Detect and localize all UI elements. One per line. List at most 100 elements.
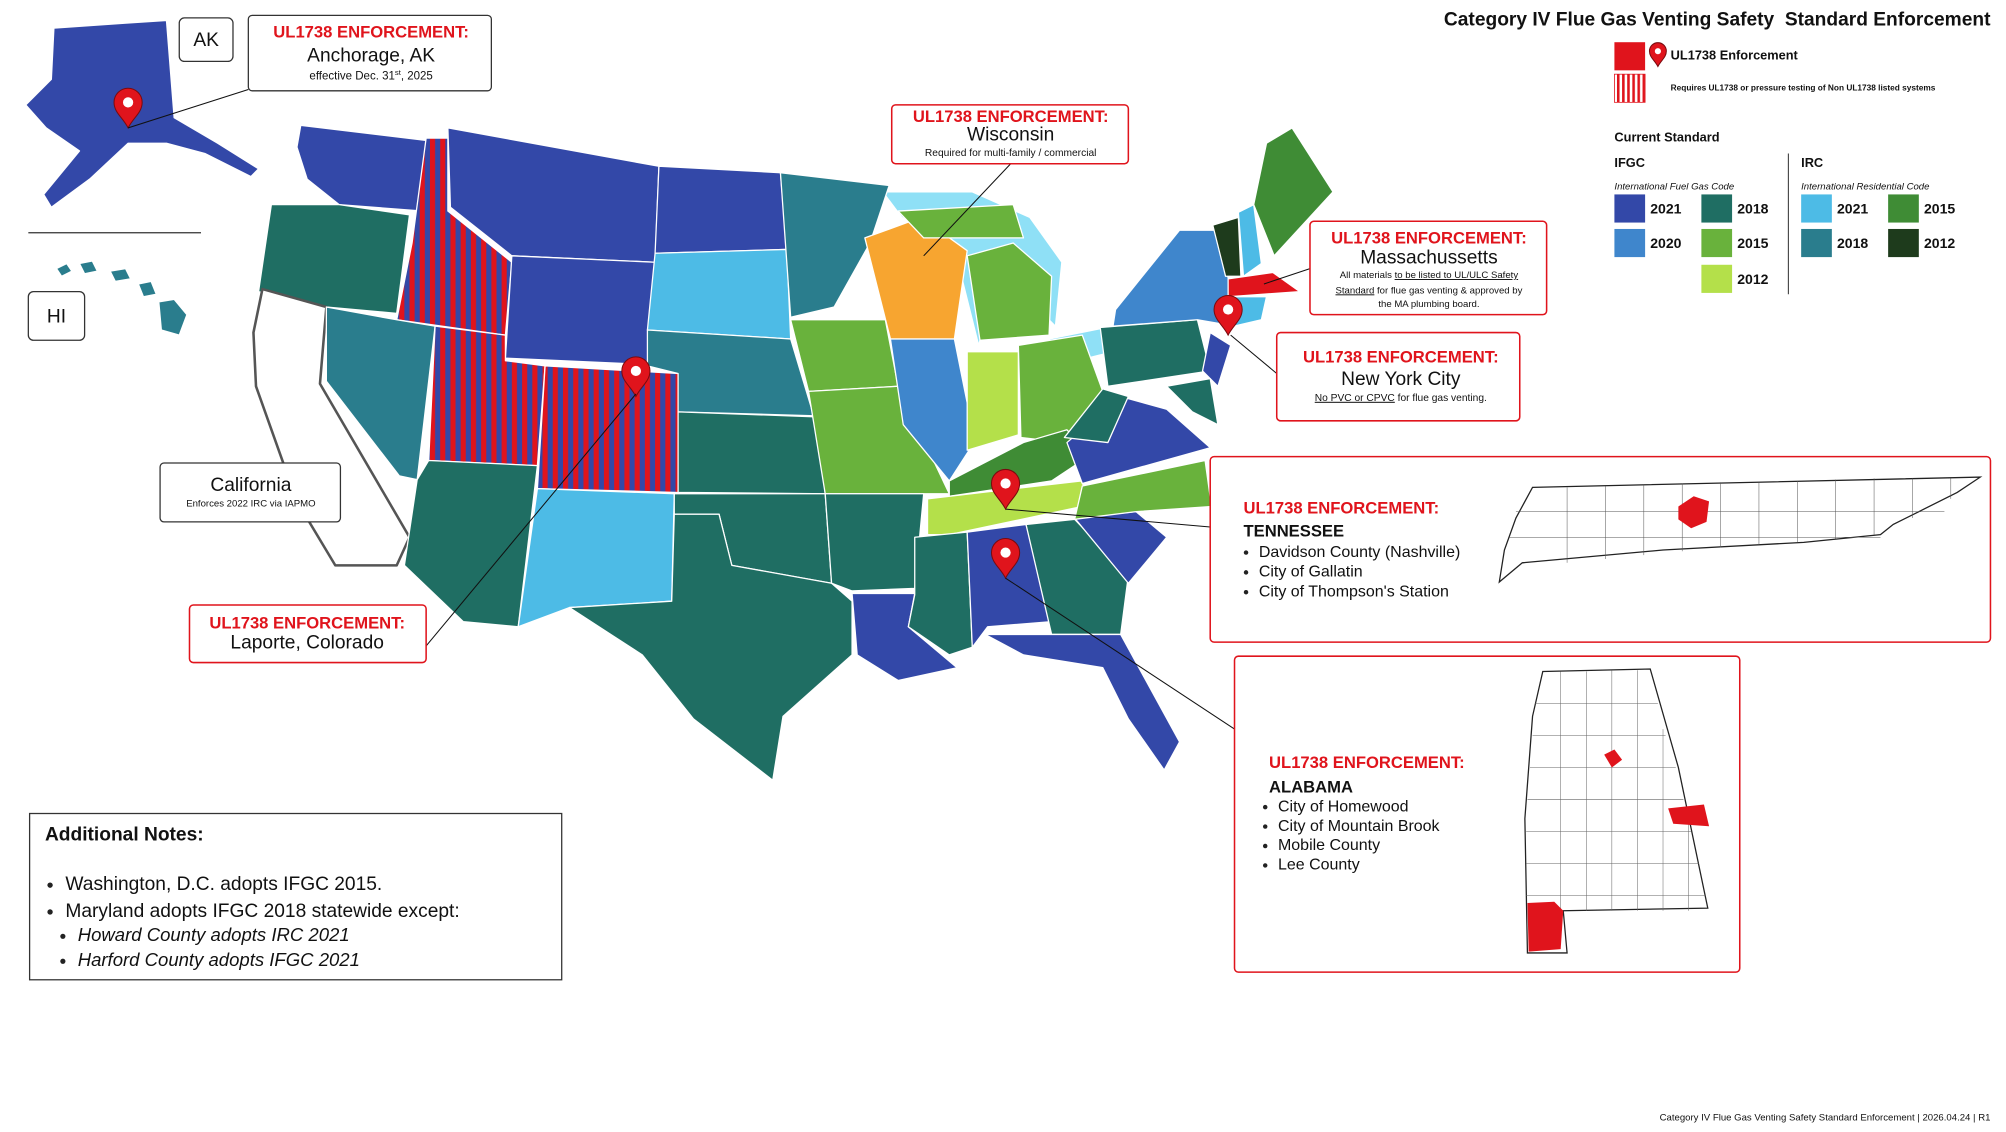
legend-label: 2018 bbox=[1737, 200, 1768, 216]
pin bbox=[113, 87, 143, 130]
bullet bbox=[60, 933, 66, 939]
note-underlined: Standard bbox=[1335, 285, 1374, 296]
legend-label: 2021 bbox=[1650, 200, 1681, 216]
bullet bbox=[47, 909, 53, 915]
note-part: effective Dec. 31 bbox=[309, 71, 394, 83]
list-item: City of Thompson's Station bbox=[1259, 583, 1449, 600]
leader-line bbox=[1230, 334, 1278, 374]
callout-heading: UL1738 ENFORCEMENT: bbox=[1303, 348, 1499, 367]
callout-place: California bbox=[210, 475, 291, 496]
legend-label: 2015 bbox=[1737, 235, 1768, 251]
state bbox=[25, 19, 260, 208]
pin bbox=[1648, 42, 1667, 68]
tn-outline bbox=[1498, 476, 1983, 584]
state bbox=[966, 242, 1053, 341]
hi-label: HI bbox=[47, 306, 66, 327]
callout-heading: UL1738 ENFORCEMENT: bbox=[1331, 229, 1527, 248]
callout-massachusetts bbox=[1309, 220, 1548, 316]
tn-highlight bbox=[1678, 496, 1710, 529]
state bbox=[158, 298, 188, 336]
bullet bbox=[1243, 550, 1249, 555]
legend-swatch bbox=[1614, 194, 1646, 223]
legend-ifgc: IFGC bbox=[1614, 155, 1645, 170]
callout-note: Required for multi-family / commercial bbox=[925, 148, 1097, 159]
states bbox=[25, 19, 1334, 781]
callout-state: TENNESSEE bbox=[1243, 521, 1344, 540]
legend-ifgc-desc: International Fuel Gas Code bbox=[1614, 181, 1734, 192]
note-part: All materials bbox=[1340, 270, 1395, 281]
state bbox=[1025, 518, 1129, 636]
state bbox=[252, 287, 411, 567]
state bbox=[536, 365, 679, 494]
bullet bbox=[1243, 570, 1249, 575]
ak-box bbox=[178, 17, 234, 63]
callout-heading: UL1738 ENFORCEMENT: bbox=[913, 107, 1109, 126]
legend-label: 2018 bbox=[1837, 235, 1868, 251]
leader-line bbox=[425, 393, 637, 647]
state bbox=[897, 204, 1025, 239]
state bbox=[1212, 216, 1242, 277]
callout-heading: UL1738 ENFORCEMENT: bbox=[209, 614, 405, 633]
callout-note: Enforces 2022 IRC via IAPMO bbox=[186, 498, 315, 509]
pin-dot bbox=[1000, 547, 1011, 558]
state bbox=[790, 319, 899, 393]
state bbox=[1073, 459, 1213, 520]
bullet bbox=[1262, 804, 1268, 810]
legend-label: 2012 bbox=[1737, 271, 1768, 287]
list-item: Lee County bbox=[1278, 857, 1360, 874]
callout-place: Anchorage, AK bbox=[307, 45, 435, 66]
state bbox=[966, 351, 1019, 451]
bullet bbox=[1262, 843, 1268, 849]
legend-striped: Requires UL1738 or pressure testing of N… bbox=[1671, 82, 1936, 92]
callout-place: Laporte, Colorado bbox=[230, 632, 383, 653]
note-part: for flue gas venting & approved by bbox=[1374, 285, 1522, 296]
state bbox=[1166, 377, 1219, 426]
callout-list: Davidson County (Nashville) City of Galla… bbox=[1243, 544, 1460, 600]
pin bbox=[990, 538, 1021, 580]
note-underlined: to be listed to UL/ULC Safety bbox=[1395, 270, 1519, 281]
list-item: Mobile County bbox=[1278, 837, 1380, 854]
notes-box bbox=[28, 812, 563, 981]
callout-heading: UL1738 ENFORCEMENT: bbox=[1243, 498, 1439, 517]
legend-swatch bbox=[1701, 194, 1733, 223]
legend-heading: Current Standard bbox=[1614, 130, 1719, 145]
pin-dot bbox=[630, 365, 642, 377]
state bbox=[1237, 204, 1263, 277]
legend-swatch bbox=[1801, 194, 1832, 223]
callout-note: All materials to be listed to UL/ULC Saf… bbox=[1340, 270, 1519, 281]
note-underlined: No PVC or CPVC bbox=[1315, 393, 1395, 404]
callout-anchorage bbox=[247, 14, 493, 92]
callout-note: the MA plumbing board. bbox=[1378, 299, 1479, 310]
legend-items: 2021 2018 2020 2015 2012 2021 2015 2018 2012 bbox=[1614, 194, 1955, 293]
callout-state: ALABAMA bbox=[1269, 777, 1353, 796]
legend-swatch bbox=[1888, 194, 1919, 223]
bullet bbox=[1243, 589, 1249, 595]
legend-label: 2020 bbox=[1650, 235, 1681, 251]
legend-label: 2015 bbox=[1924, 200, 1955, 216]
state bbox=[1253, 127, 1334, 257]
state bbox=[504, 255, 656, 366]
list-item: Howard County adopts IRC 2021 bbox=[78, 924, 350, 945]
notes-list: Washington, D.C. adopts IFGC 2015. Maryla… bbox=[47, 874, 460, 970]
al-highlight bbox=[1527, 901, 1564, 952]
leader-line bbox=[1005, 577, 1235, 730]
bullet bbox=[1262, 863, 1268, 868]
state bbox=[1201, 331, 1232, 387]
callout-note: effective Dec. 31st, 2025 bbox=[309, 68, 432, 83]
list-item: Washington, D.C. adopts IFGC 2015. bbox=[65, 874, 382, 895]
pin-dot bbox=[1223, 304, 1234, 315]
callout-heading: UL1738 ENFORCEMENT: bbox=[1269, 753, 1465, 772]
state bbox=[1227, 271, 1301, 298]
al-highlight bbox=[1668, 804, 1710, 827]
leader-line bbox=[127, 89, 249, 129]
list-item: City of Homewood bbox=[1278, 798, 1408, 815]
callout-place: New York City bbox=[1341, 369, 1461, 390]
pin bbox=[990, 468, 1021, 511]
state bbox=[1099, 319, 1211, 387]
state bbox=[966, 523, 1053, 648]
state bbox=[889, 338, 976, 482]
legend-irc: IRC bbox=[1801, 155, 1823, 170]
state bbox=[137, 280, 157, 298]
state bbox=[1063, 388, 1129, 444]
